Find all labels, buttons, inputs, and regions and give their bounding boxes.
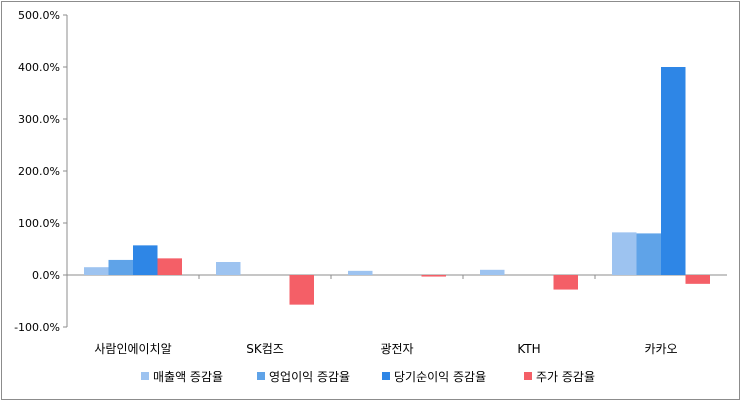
legend-label: 매출액 증감율 — [153, 370, 223, 384]
bar — [685, 275, 710, 284]
legend-swatch — [141, 372, 149, 380]
x-category-label: 광전자 — [380, 342, 413, 356]
y-tick-label: 200.0% — [18, 165, 60, 178]
legend-label: 영업이익 증감율 — [269, 370, 350, 384]
bar — [421, 275, 446, 277]
bar — [108, 259, 133, 275]
bar — [348, 270, 373, 275]
legend-swatch — [524, 372, 532, 380]
chart-labels: 500.0% 400.0% 300.0% 200.0% 100.0% 0.0% -100.0… — [14, 9, 677, 356]
bar — [84, 267, 109, 275]
bar — [553, 275, 578, 290]
bar — [480, 269, 505, 275]
bar — [133, 245, 158, 275]
y-tick-label: 0.0% — [32, 269, 60, 282]
bar — [612, 232, 637, 275]
x-category-label: 사람인에이치알 — [94, 342, 171, 356]
legend-label: 당기순이익 증감율 — [394, 370, 486, 384]
x-category-label: 카카오 — [644, 342, 677, 356]
chart-legend: 매출액 증감율 영업이익 증감율 당기순이익 증감율 주가 증감율 — [141, 370, 595, 384]
bar — [636, 233, 661, 275]
x-category-label: KTH — [517, 342, 540, 356]
bar — [216, 262, 241, 275]
y-tick-label: 300.0% — [18, 113, 60, 126]
legend-swatch — [382, 372, 390, 380]
bar — [661, 67, 686, 275]
legend-swatch — [257, 372, 265, 380]
legend-label: 주가 증감율 — [536, 370, 595, 384]
x-category-label: SK컴즈 — [246, 342, 284, 356]
y-tick-label: 500.0% — [18, 9, 60, 22]
chart-bars — [84, 67, 710, 305]
y-tick-label: 400.0% — [18, 61, 60, 74]
bar — [157, 258, 182, 275]
y-tick-label: -100.0% — [14, 321, 60, 334]
bar — [289, 275, 314, 305]
y-tick-label: 100.0% — [18, 217, 60, 230]
chart-axes — [63, 14, 727, 328]
